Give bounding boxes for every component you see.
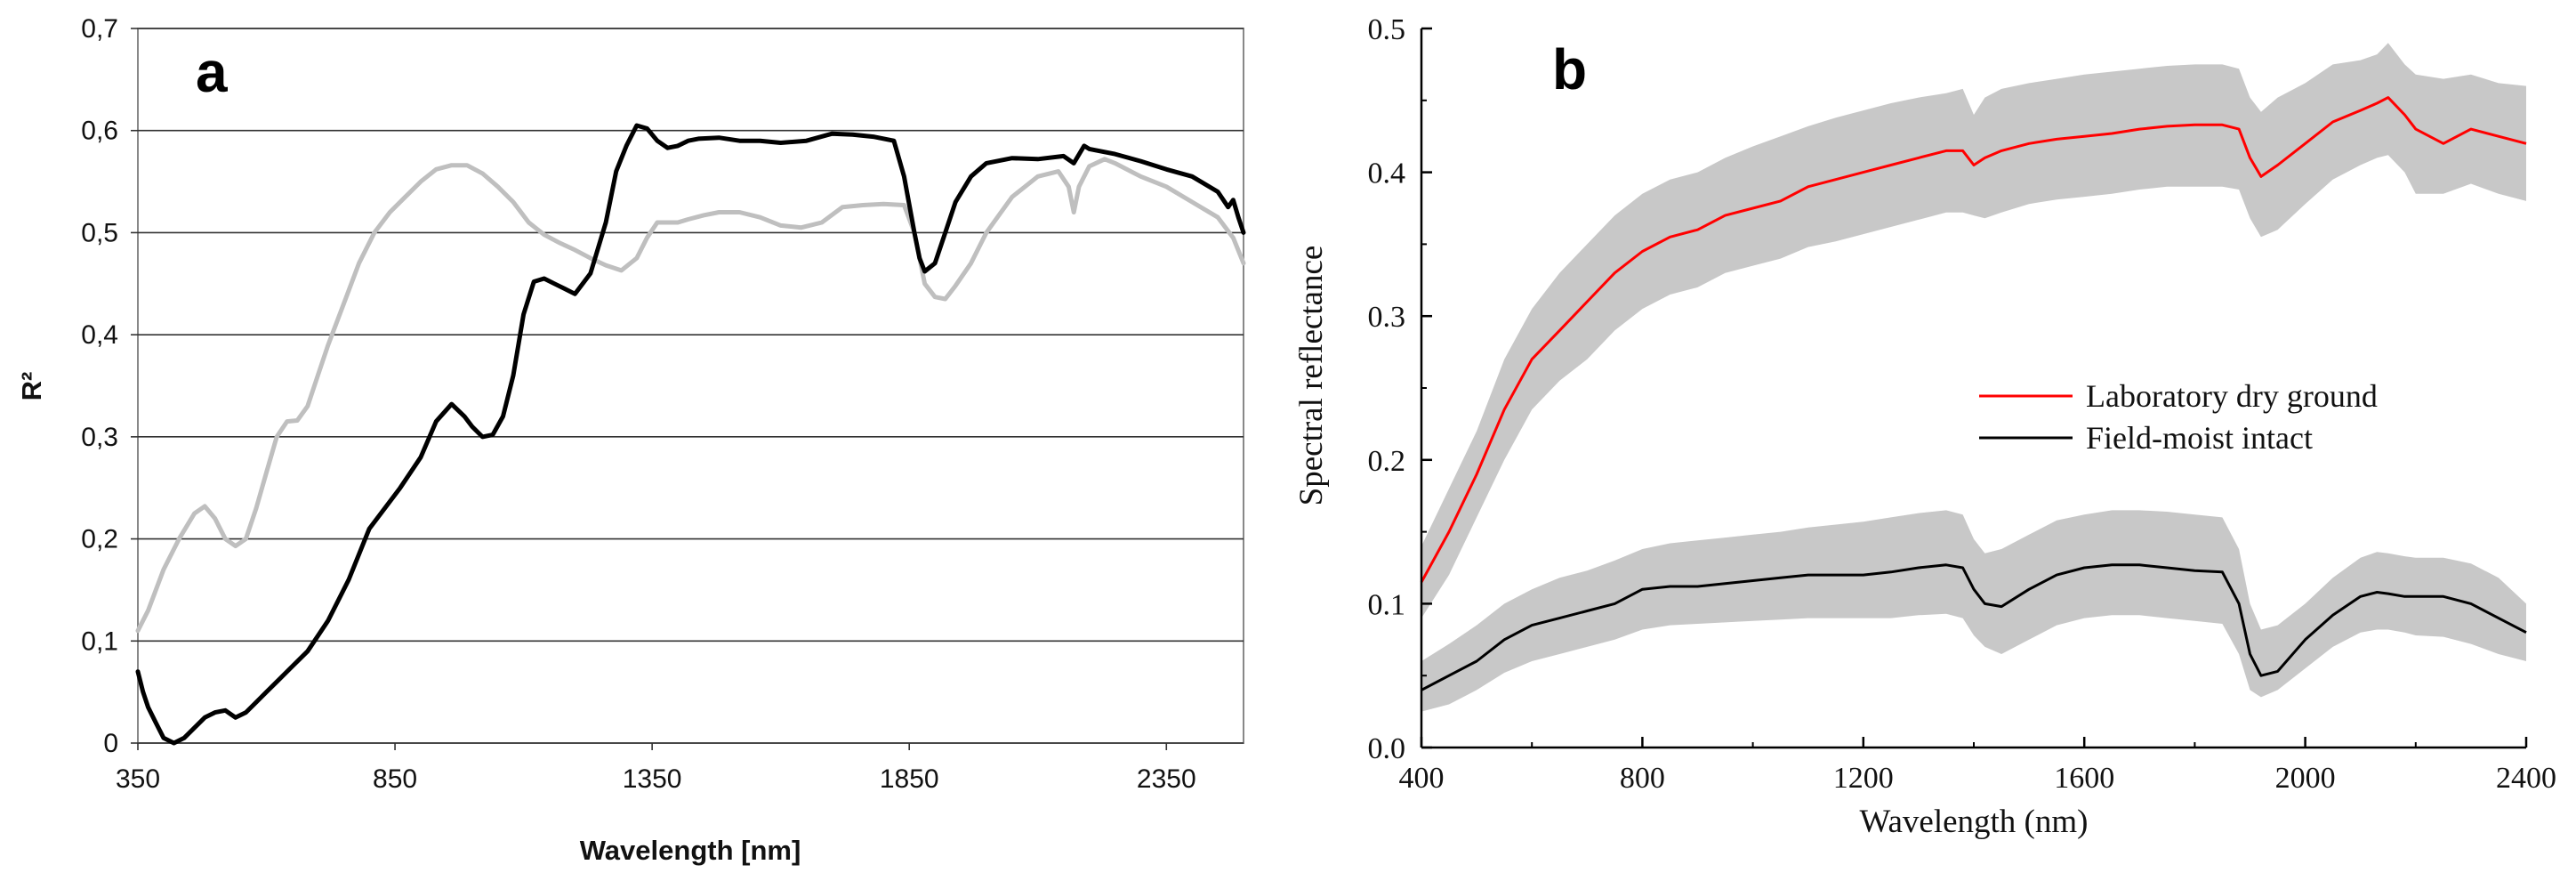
series-line-field-moist bbox=[1421, 563, 2527, 691]
x-tick-label-a: 350 bbox=[116, 764, 160, 794]
y-tick-label-b: 0.2 bbox=[1368, 445, 1406, 478]
panel-label-a: a bbox=[196, 40, 228, 104]
x-axis-label-a: Wavelength [nm] bbox=[580, 835, 801, 866]
y-tick-label-a: 0,4 bbox=[81, 320, 118, 350]
series-line-gray bbox=[135, 157, 1246, 634]
y-axis-label-a: R² bbox=[16, 372, 47, 401]
series-line-black bbox=[135, 123, 1246, 746]
x-tick-label-a: 2350 bbox=[1137, 764, 1196, 794]
x-tick-label-b: 800 bbox=[1620, 762, 1665, 795]
series-group-b bbox=[1420, 96, 2527, 691]
y-tick-label-b: 0.0 bbox=[1368, 732, 1406, 765]
grid-a bbox=[138, 28, 1244, 744]
panel-b: 0.0 0.1 0.2 0.3 0.4 0.5 400 800 1200 1600 2000 2400… bbox=[1293, 13, 2556, 840]
ticks-b: 0.0 0.1 0.2 0.3 0.4 0.5 400 800 1200 1600 2000 2400 bbox=[1368, 13, 2557, 795]
uncertainty-band-field-moist bbox=[1421, 510, 2526, 712]
legend-label-lab-dry: Laboratory dry ground bbox=[2086, 378, 2378, 414]
x-tick-label-b: 400 bbox=[1399, 762, 1445, 795]
panel-label-b: b bbox=[1552, 37, 1587, 101]
y-tick-label-b: 0.5 bbox=[1368, 13, 1406, 46]
x-tick-label-b: 2000 bbox=[2275, 762, 2336, 795]
y-tick-label-a: 0,6 bbox=[81, 117, 118, 146]
x-tick-label-a: 850 bbox=[373, 764, 417, 794]
panel-a: 0 0,1 0,2 0,3 0,4 0,5 0,6 0,7 350 850 1350 1850 2350… bbox=[16, 14, 1246, 866]
legend-b: Laboratory dry ground Field-moist intact bbox=[1979, 378, 2378, 456]
x-tick-label-a: 1350 bbox=[623, 764, 682, 794]
y-tick-label-b: 0.3 bbox=[1368, 301, 1406, 334]
y-tick-label-a: 0,5 bbox=[81, 218, 118, 247]
uncertainty-band-lab-dry bbox=[1421, 43, 2526, 618]
y-tick-label-a: 0,2 bbox=[81, 525, 118, 554]
x-tick-label-a: 1850 bbox=[880, 764, 939, 794]
y-tick-label-b: 0.4 bbox=[1368, 158, 1406, 190]
y-axis-label-b: Spectral reflectance bbox=[1293, 246, 1330, 506]
x-tick-label-b: 2400 bbox=[2496, 762, 2556, 795]
ticks-a: 0 0,1 0,2 0,3 0,4 0,5 0,6 0,7 350 850 1350 1850 2350 bbox=[81, 14, 1195, 794]
y-tick-label-a: 0,3 bbox=[81, 423, 118, 452]
bands-b bbox=[1421, 43, 2526, 712]
series-group-a bbox=[135, 123, 1246, 746]
series-line-lab-dry bbox=[1420, 96, 2527, 583]
x-tick-label-b: 1200 bbox=[1833, 762, 1894, 795]
plot-area-a bbox=[137, 28, 1244, 744]
x-tick-label-b: 1600 bbox=[2054, 762, 2114, 795]
y-tick-label-a: 0 bbox=[103, 729, 118, 758]
legend-label-field-moist: Field-moist intact bbox=[2086, 420, 2313, 456]
x-axis-label-b: Wavelength (nm) bbox=[1860, 804, 2089, 840]
y-tick-label-a: 0,1 bbox=[81, 626, 118, 656]
y-tick-label-b: 0.1 bbox=[1368, 588, 1406, 621]
y-tick-label-a: 0,7 bbox=[81, 14, 118, 44]
